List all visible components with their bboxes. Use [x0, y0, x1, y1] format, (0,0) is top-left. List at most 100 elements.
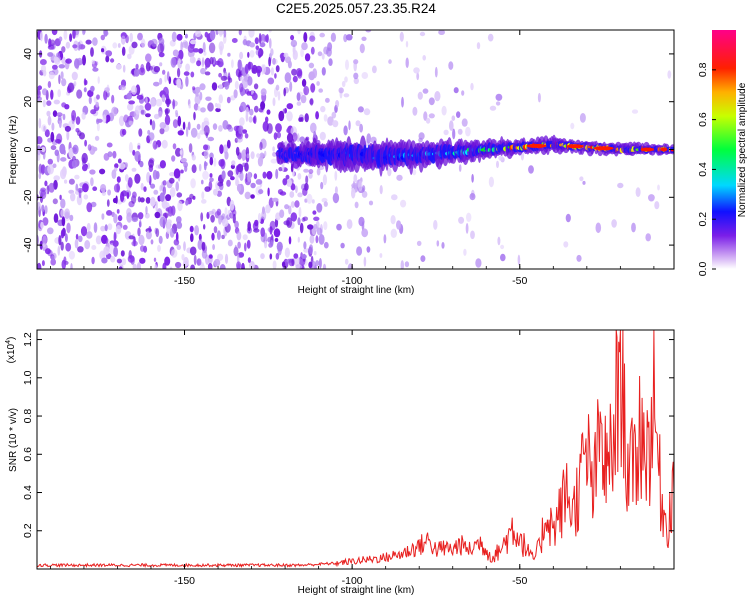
- heatmap-cell: [176, 216, 182, 224]
- heatmap-cell: [303, 85, 310, 96]
- heatmap-cell: [275, 84, 280, 91]
- heatmap-cell: [258, 33, 262, 44]
- heatmap-cell: [297, 236, 300, 243]
- heatmap-cell: [185, 76, 189, 87]
- heatmap-cell: [101, 48, 105, 53]
- heatmap-cell: [196, 258, 202, 266]
- heatmap-cell: [272, 97, 276, 107]
- heatmap-cell: [83, 78, 87, 86]
- heatmap-cell: [201, 241, 206, 251]
- heatmap-cell: [100, 184, 107, 192]
- heatmap-cell: [359, 43, 365, 54]
- heatmap-cell: [39, 31, 43, 42]
- heatmap-cell: [323, 241, 329, 249]
- heatmap-cell: [110, 58, 115, 63]
- heatmap-cell: [500, 244, 505, 250]
- y-tick-label: 0.6: [22, 447, 34, 462]
- heatmap-cell: [361, 72, 369, 79]
- heatmap-cell: [346, 219, 353, 230]
- heatmap-cell: [71, 159, 78, 169]
- snr-x-label: Height of straight line (km): [298, 585, 415, 596]
- heatmap-cell: [183, 71, 190, 76]
- heatmap-cell: [60, 157, 67, 162]
- heatmap-cell: [260, 101, 266, 111]
- heatmap-cell: [239, 76, 244, 81]
- y-tick-label: -40: [22, 237, 34, 252]
- heatmap-cell: [172, 49, 179, 57]
- heatmap-cell: [64, 211, 70, 219]
- y-tick-label: 1.2: [22, 332, 34, 347]
- heatmap-cell: [138, 128, 143, 137]
- heatmap-cell: [260, 33, 266, 43]
- heatmap-cell: [226, 179, 231, 187]
- heatmap-cell: [226, 96, 231, 104]
- heatmap-cell: [217, 58, 224, 68]
- heatmap-cell: [266, 123, 273, 134]
- heatmap-cell: [436, 240, 440, 247]
- heatmap-cell: [227, 239, 233, 247]
- heatmap-cell: [239, 51, 244, 60]
- heatmap-cell: [96, 118, 100, 125]
- heatmap-cell: [219, 144, 224, 155]
- heatmap-cell: [224, 253, 229, 264]
- heatmap-cell: [140, 245, 145, 252]
- heatmap-cell: [304, 53, 311, 62]
- heatmap-cell: [292, 49, 298, 61]
- heatmap-cell: [66, 222, 71, 234]
- heatmap-cell: [190, 127, 198, 138]
- heatmap-cell: [323, 221, 328, 231]
- heatmap-cell: [250, 182, 256, 189]
- heatmap-cell: [308, 172, 313, 179]
- heatmap-cell: [238, 30, 242, 36]
- heatmap-cell: [172, 143, 177, 150]
- heatmap-cell: [323, 114, 328, 122]
- heatmap-cell: [563, 241, 569, 248]
- heatmap-cell: [173, 239, 180, 246]
- heatmap-cell: [198, 233, 202, 241]
- heatmap-cell: [203, 224, 206, 230]
- heatmap-cell: [204, 186, 211, 192]
- heatmap-cell: [53, 213, 59, 224]
- heatmap-cell: [251, 92, 258, 101]
- heatmap-cell: [59, 143, 66, 155]
- heatmap-cell: [463, 248, 467, 256]
- heatmap-cell: [434, 91, 441, 102]
- spectrogram-x-label: Height of straight line (km): [298, 285, 415, 296]
- heatmap-cell: [242, 39, 248, 46]
- heatmap-cell: [387, 167, 392, 177]
- heatmap-cell: [203, 125, 210, 136]
- heatmap-cell: [76, 57, 83, 66]
- heatmap-cell: [353, 72, 359, 80]
- heatmap-cell: [173, 168, 181, 179]
- heatmap-cell: [254, 219, 259, 227]
- heatmap-cell: [193, 254, 197, 266]
- heatmap-cell: [159, 62, 163, 67]
- heatmap-cell: [260, 88, 267, 96]
- heatmap-cell: [277, 189, 284, 195]
- heatmap-cell: [196, 132, 201, 140]
- heatmap-cell: [44, 129, 50, 138]
- heatmap-cell: [354, 201, 359, 209]
- heatmap-cell: [488, 176, 494, 188]
- heatmap-cell: [593, 146, 614, 151]
- x-tick-label: -100: [342, 575, 363, 587]
- heatmap-cell: [236, 261, 242, 269]
- heatmap-cell: [272, 260, 277, 269]
- heatmap-cell: [285, 174, 290, 180]
- heatmap-cell: [54, 57, 61, 65]
- heatmap-cell: [289, 191, 295, 198]
- heatmap-cell: [235, 165, 239, 176]
- heatmap-cell: [143, 186, 147, 192]
- heatmap-cell: [172, 99, 175, 110]
- heatmap-cell: [82, 164, 88, 172]
- heatmap-cell: [189, 225, 194, 233]
- heatmap-cell: [218, 124, 223, 132]
- heatmap-cell: [194, 94, 201, 105]
- heatmap-cell: [265, 204, 271, 214]
- heatmap-cell: [248, 30, 255, 38]
- heatmap-cell: [316, 81, 320, 86]
- heatmap-cell: [149, 119, 153, 126]
- heatmap-cell: [249, 108, 254, 116]
- heatmap-cell: [210, 214, 215, 223]
- heatmap-cell: [181, 254, 185, 261]
